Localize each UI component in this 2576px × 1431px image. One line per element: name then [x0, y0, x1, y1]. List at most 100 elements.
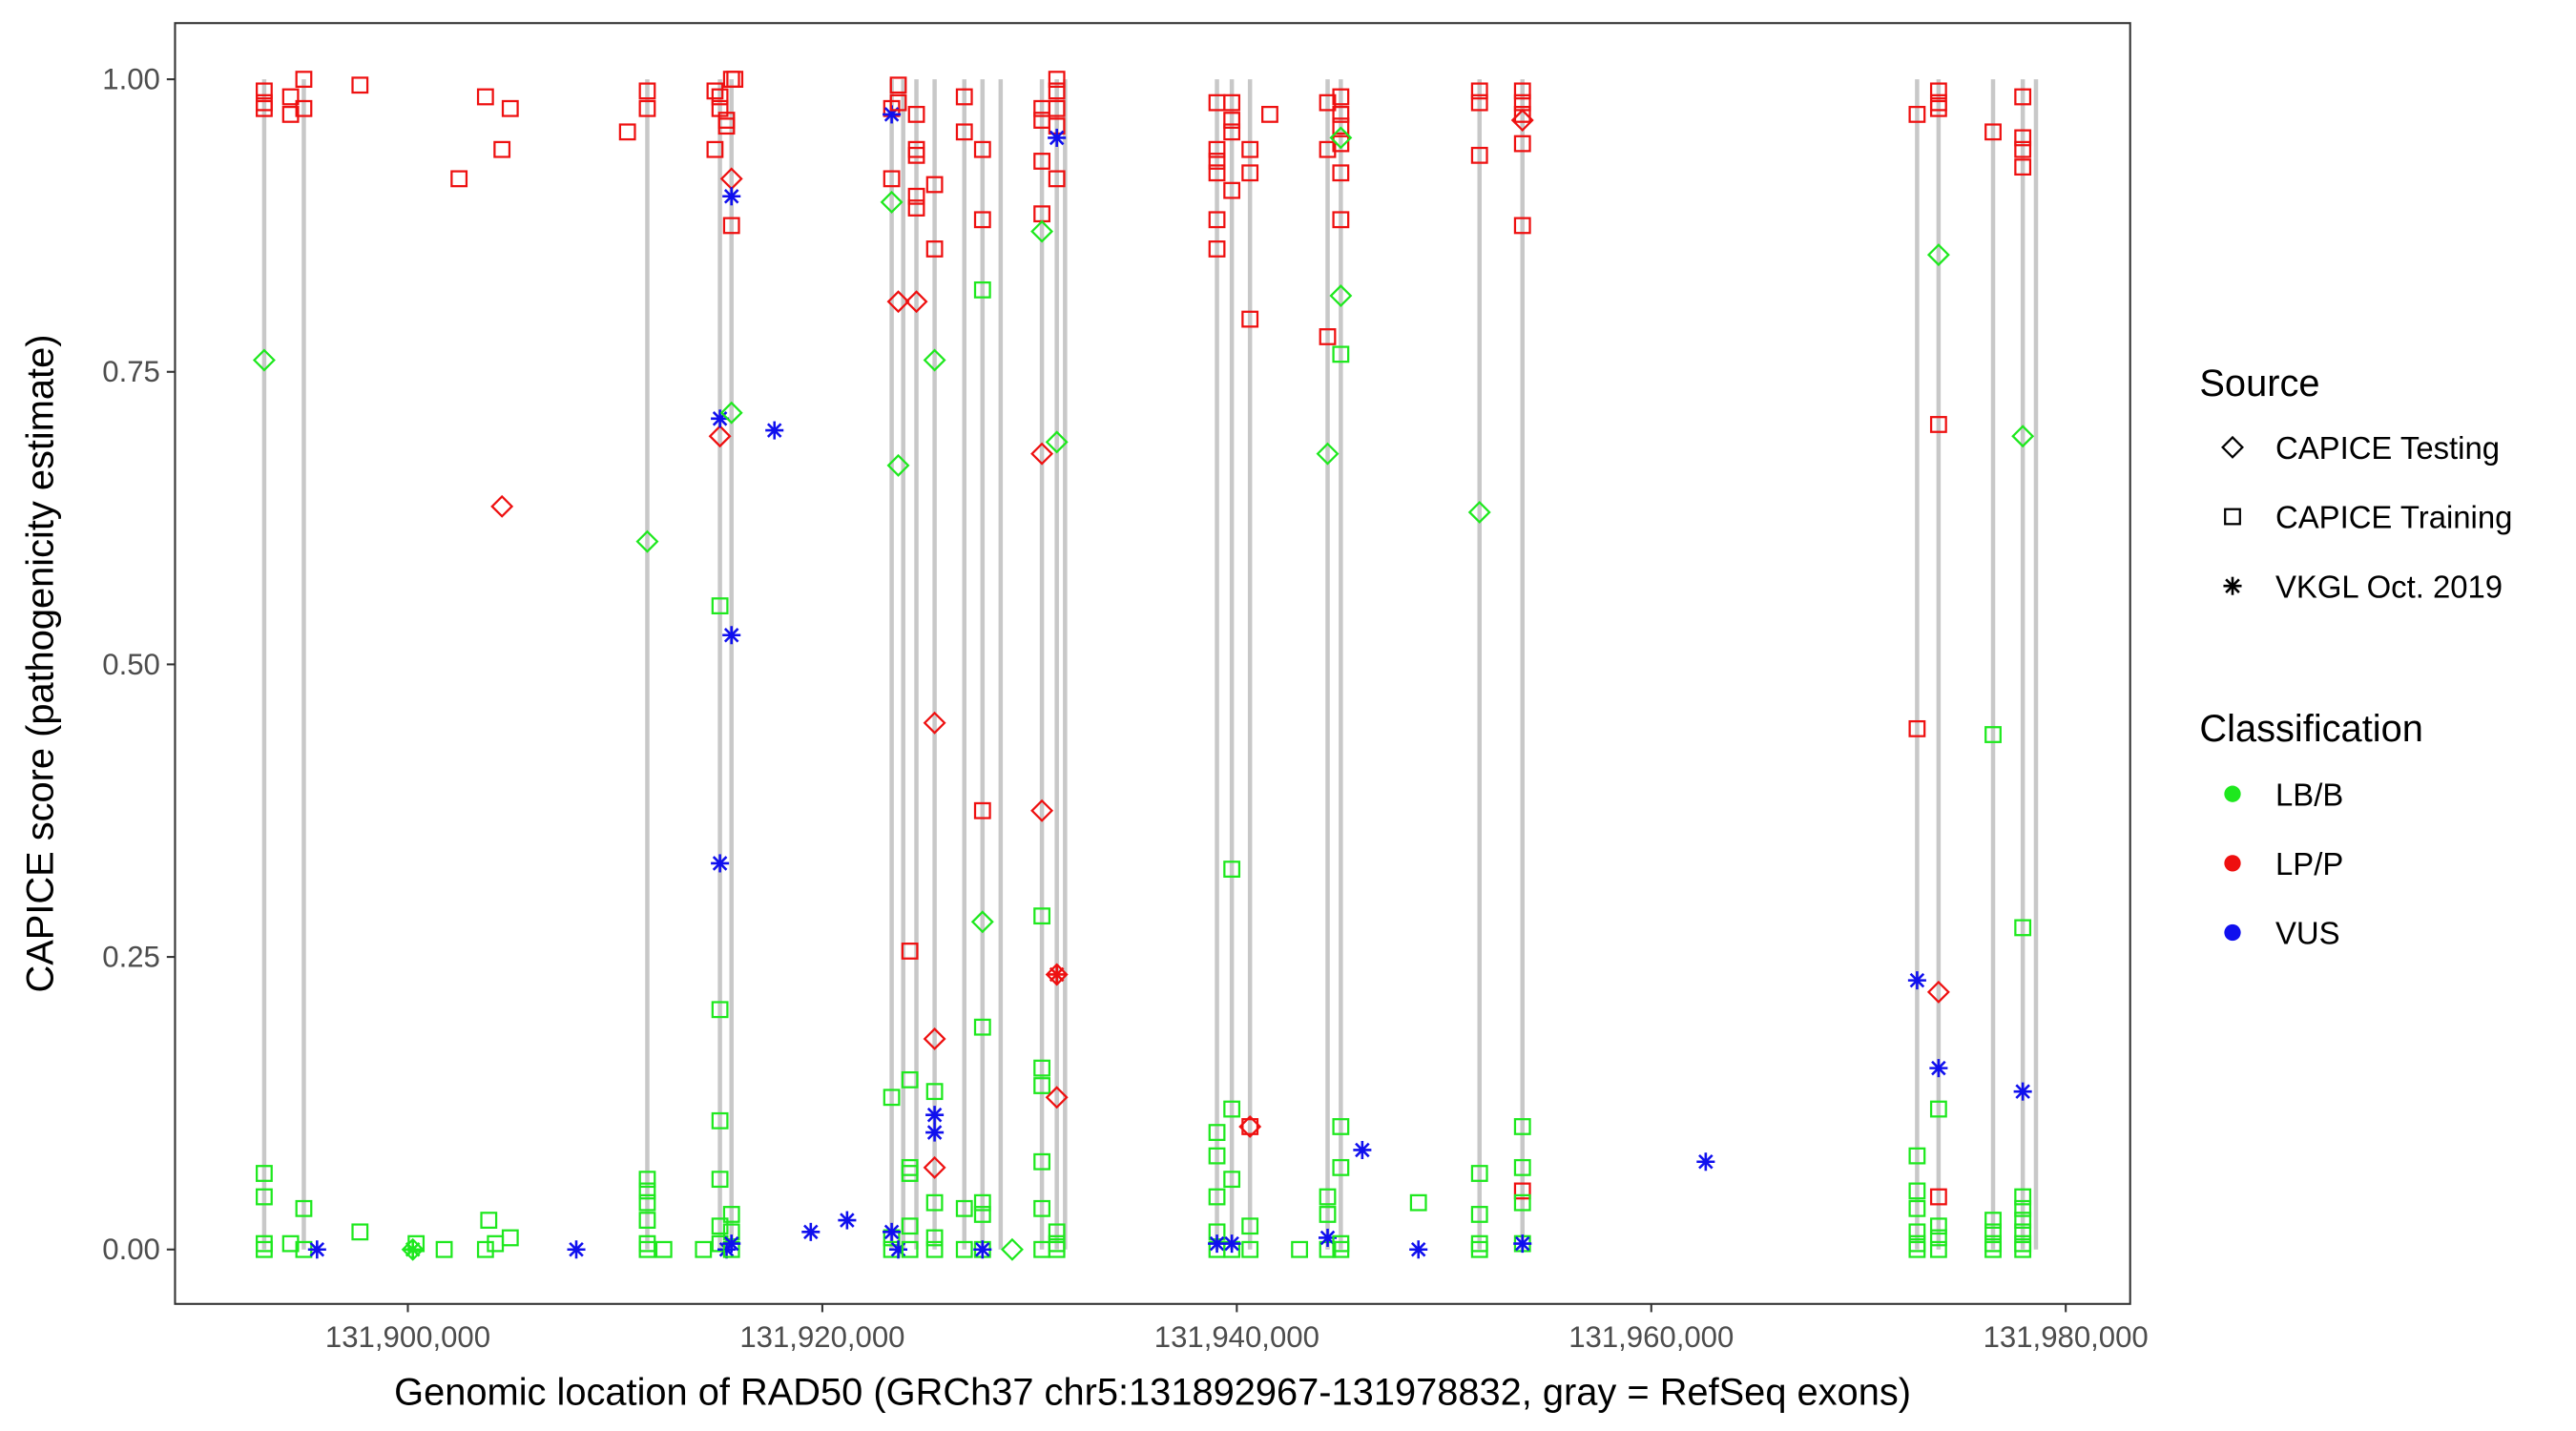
square-marker [1033, 153, 1051, 170]
data-point [1329, 126, 1353, 150]
data-point [1045, 430, 1069, 454]
data-point [955, 123, 973, 141]
data-point [1208, 240, 1226, 258]
square-marker [925, 176, 944, 194]
data-point [256, 93, 273, 112]
data-point [480, 1212, 498, 1229]
square-marker [901, 1070, 919, 1089]
square-marker [1513, 217, 1531, 235]
diamond-marker [1030, 442, 1054, 466]
data-point [450, 170, 468, 188]
data-point [638, 82, 656, 100]
data-point [256, 82, 273, 100]
data-point [1048, 82, 1066, 100]
square-marker [1241, 1240, 1259, 1258]
legend-class-title: Classification [2199, 708, 2422, 750]
data-point [1467, 500, 1491, 524]
data-point [638, 99, 656, 117]
square-marker [351, 1223, 369, 1241]
data-point [1984, 1240, 2002, 1258]
data-point [1409, 1193, 1427, 1212]
data-point [2014, 129, 2032, 147]
square-marker [1208, 140, 1226, 158]
data-point [1470, 93, 1488, 112]
diamond-marker [1238, 1114, 1262, 1138]
data-point [1332, 211, 1350, 229]
asterisk-stroke [1319, 1230, 1336, 1246]
square-marker [2014, 1212, 2032, 1229]
data-point [711, 597, 729, 614]
square-marker [450, 170, 468, 188]
data-point [1223, 93, 1241, 112]
square-marker [1513, 82, 1531, 100]
data-point [1033, 1199, 1051, 1217]
data-point [638, 1212, 656, 1229]
data-point [1030, 442, 1054, 466]
square-marker [973, 1193, 991, 1212]
square-marker [501, 1229, 519, 1247]
data-point [1470, 146, 1488, 164]
square-marker [1241, 1217, 1259, 1235]
asterisk-stroke [803, 1224, 819, 1240]
square-marker [1033, 907, 1051, 925]
diamond-marker [708, 425, 732, 448]
square-marker [1319, 140, 1337, 158]
square-marker [925, 240, 944, 258]
square-marker [1241, 310, 1259, 328]
data-point [1513, 135, 1531, 153]
asterisk-stroke [926, 1125, 943, 1140]
data-point [1208, 1188, 1226, 1206]
data-point [717, 117, 736, 135]
data-point [1048, 1240, 1066, 1258]
data-point [638, 1240, 656, 1258]
data-point [1223, 1171, 1241, 1189]
y-tick-label: 0.25 [102, 940, 160, 973]
data-point [955, 88, 973, 106]
square-marker [2014, 1199, 2032, 1217]
asterisk-stroke [569, 1241, 584, 1257]
data-point [1319, 328, 1337, 345]
square-marker [1908, 105, 1926, 123]
data-point [1223, 181, 1241, 199]
square-marker [1261, 105, 1278, 123]
square-marker [295, 99, 313, 117]
data-point [1908, 719, 1926, 737]
square-marker [1332, 1118, 1350, 1135]
square-marker [973, 280, 991, 299]
data-point [886, 290, 910, 314]
square-marker [1470, 93, 1488, 112]
data-point [1261, 105, 1278, 123]
square-marker [1929, 1240, 1947, 1258]
data-point [1929, 1188, 1947, 1206]
square-marker [711, 597, 729, 614]
data-point [1332, 1158, 1350, 1176]
square-marker [925, 1229, 944, 1247]
square-marker [901, 1240, 919, 1258]
data-point [1513, 1182, 1531, 1200]
data-point [1513, 1234, 1532, 1254]
square-marker [1513, 135, 1531, 153]
data-point [901, 1217, 919, 1235]
data-point [295, 99, 313, 117]
square-marker [1048, 82, 1066, 100]
data-point [295, 1199, 313, 1217]
square-marker [1929, 99, 1947, 117]
x-tick-label: 131,980,000 [1984, 1320, 2149, 1354]
data-point [2014, 1199, 2032, 1217]
data-point [1241, 1217, 1259, 1235]
data-point [973, 801, 991, 819]
data-point [886, 453, 910, 477]
square-marker [1291, 1240, 1309, 1258]
data-point [1470, 1165, 1488, 1182]
data-point [2014, 140, 2032, 158]
square-marker [1908, 1223, 1926, 1241]
data-point [1929, 82, 1947, 100]
diamond-marker [2011, 425, 2035, 448]
square-marker [1470, 1206, 1488, 1223]
square-marker [1929, 1100, 1947, 1118]
square-marker [1929, 1217, 1947, 1235]
square-marker [487, 1234, 505, 1253]
square-marker [638, 1240, 656, 1258]
data-point [1513, 1118, 1531, 1135]
square-marker [925, 1240, 944, 1258]
